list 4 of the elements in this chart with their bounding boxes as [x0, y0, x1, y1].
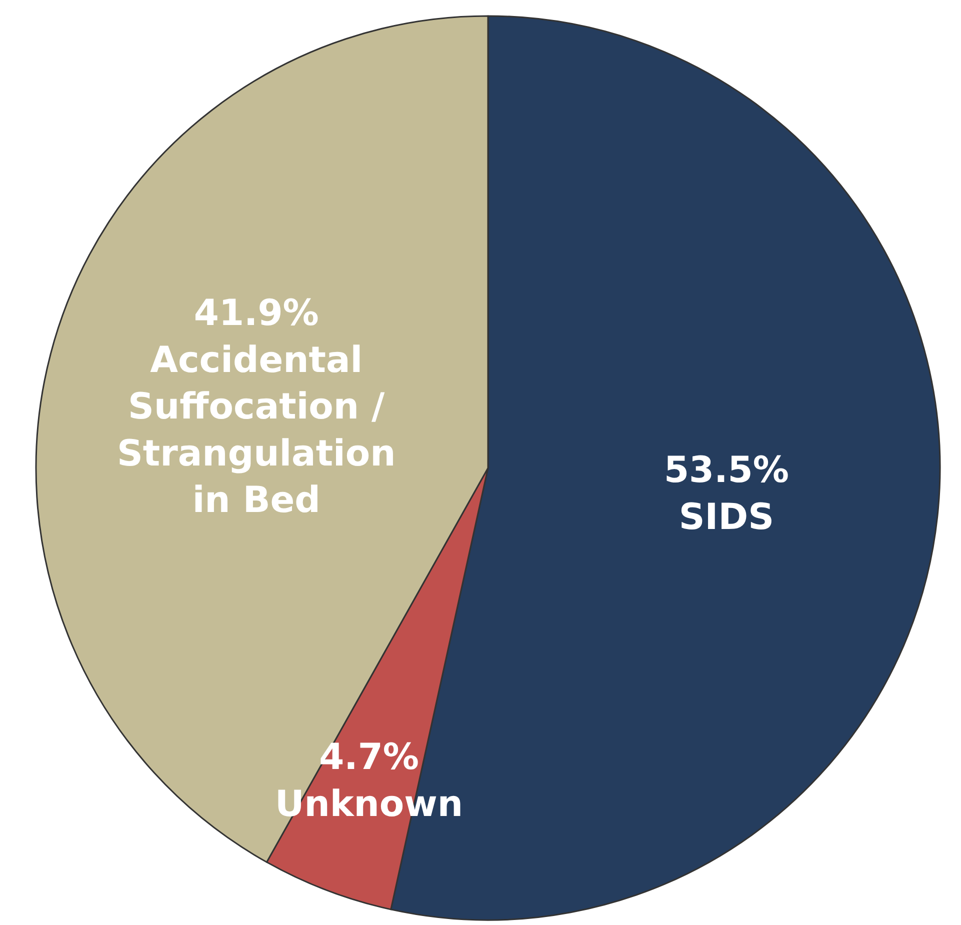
data-label: 41.9%	[194, 293, 319, 334]
data-label: 53.5%	[664, 450, 789, 491]
slice-label: SIDS	[678, 496, 774, 538]
slice-label: Accidental Suffocation / Strangulation in Bed	[117, 340, 396, 522]
